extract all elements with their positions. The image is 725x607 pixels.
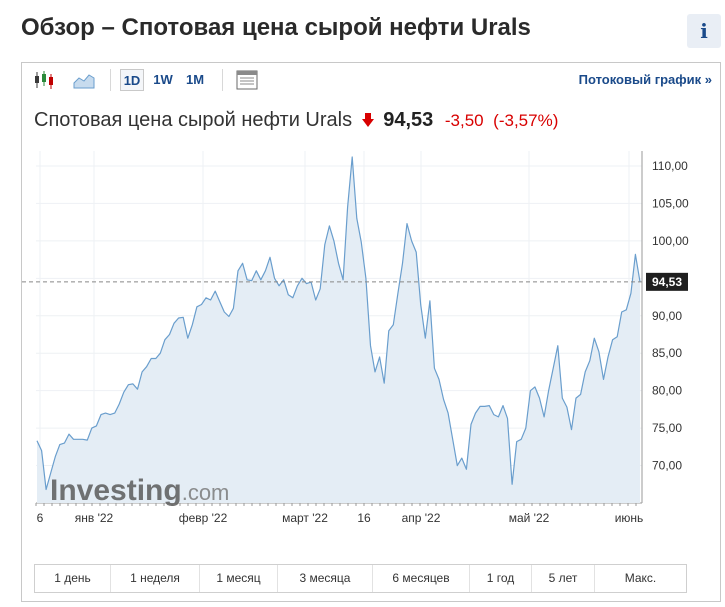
series-area	[37, 157, 640, 503]
y-tick-label: 105,00	[652, 196, 689, 210]
timeframe-1d[interactable]: 1D	[120, 69, 144, 91]
period-1-day[interactable]: 1 день	[35, 565, 111, 592]
period-5-years[interactable]: 5 лет	[532, 565, 595, 592]
price-change-percent: (-3,57%)	[493, 111, 559, 130]
y-tick-label: 100,00	[652, 234, 689, 248]
x-tick-label: май '22	[509, 511, 550, 525]
table-icon[interactable]	[235, 69, 259, 91]
info-button[interactable]: i	[687, 14, 721, 48]
candlestick-icon[interactable]	[32, 69, 56, 91]
period-1-week[interactable]: 1 неделя	[111, 565, 200, 592]
y-tick-label: 70,00	[652, 459, 682, 473]
down-arrow-icon	[361, 113, 374, 127]
chart-toolbar: 1D 1W 1M Потоковый график »	[22, 63, 720, 97]
investing-watermark: Investing.com	[50, 474, 229, 507]
period-6-months[interactable]: 6 месяцев	[373, 565, 470, 592]
period-max[interactable]: Макс.	[624, 571, 657, 585]
series-line	[36, 156, 641, 491]
period-1-month[interactable]: 1 месяц	[200, 565, 278, 592]
instrument-name: Спотовая цена сырой нефти Urals	[34, 109, 353, 131]
y-tick-label: 80,00	[652, 384, 682, 398]
current-price-marker	[646, 272, 688, 291]
current-price-label: 94,53	[652, 275, 682, 289]
toolbar-divider	[222, 69, 223, 91]
x-tick-label: 6	[37, 511, 44, 525]
timeframe-1w[interactable]: 1W	[153, 72, 173, 87]
last-price: 94,53	[383, 109, 434, 131]
toolbar-divider	[110, 69, 111, 91]
y-tick-label: 110,00	[652, 159, 688, 173]
price-chart: 110,00105,00100,0095,0090,0085,0080,0075…	[22, 151, 689, 525]
y-tick-label: 75,00	[652, 421, 682, 435]
instrument-headline: Спотовая цена сырой нефти Urals 94,53 -3…	[34, 109, 558, 132]
x-tick-label: июнь	[615, 511, 644, 525]
page-title: Обзор – Спотовая цена сырой нефти Urals	[21, 14, 531, 41]
y-tick-label: 90,00	[652, 309, 682, 323]
x-tick-label: февр '22	[179, 511, 228, 525]
period-3-months[interactable]: 3 месяца	[278, 565, 373, 592]
x-tick-label: апр '22	[402, 511, 441, 525]
streaming-chart-link[interactable]: Потоковый график »	[578, 72, 712, 87]
area-chart-icon[interactable]	[72, 69, 96, 91]
chart-panel: 1D 1W 1M Потоковый график » Спотовая цен…	[21, 62, 721, 602]
x-tick-label: янв '22	[75, 511, 114, 525]
period-selector: 1 день 1 неделя 1 месяц 3 месяца 6 месяц…	[34, 564, 687, 593]
period-1-year[interactable]: 1 год	[470, 565, 532, 592]
x-tick-label: 16	[357, 511, 371, 525]
timeframe-1m[interactable]: 1M	[185, 72, 205, 87]
x-tick-label: март '22	[282, 511, 328, 525]
price-change: -3,50	[444, 111, 484, 130]
y-tick-label: 85,00	[652, 346, 682, 360]
